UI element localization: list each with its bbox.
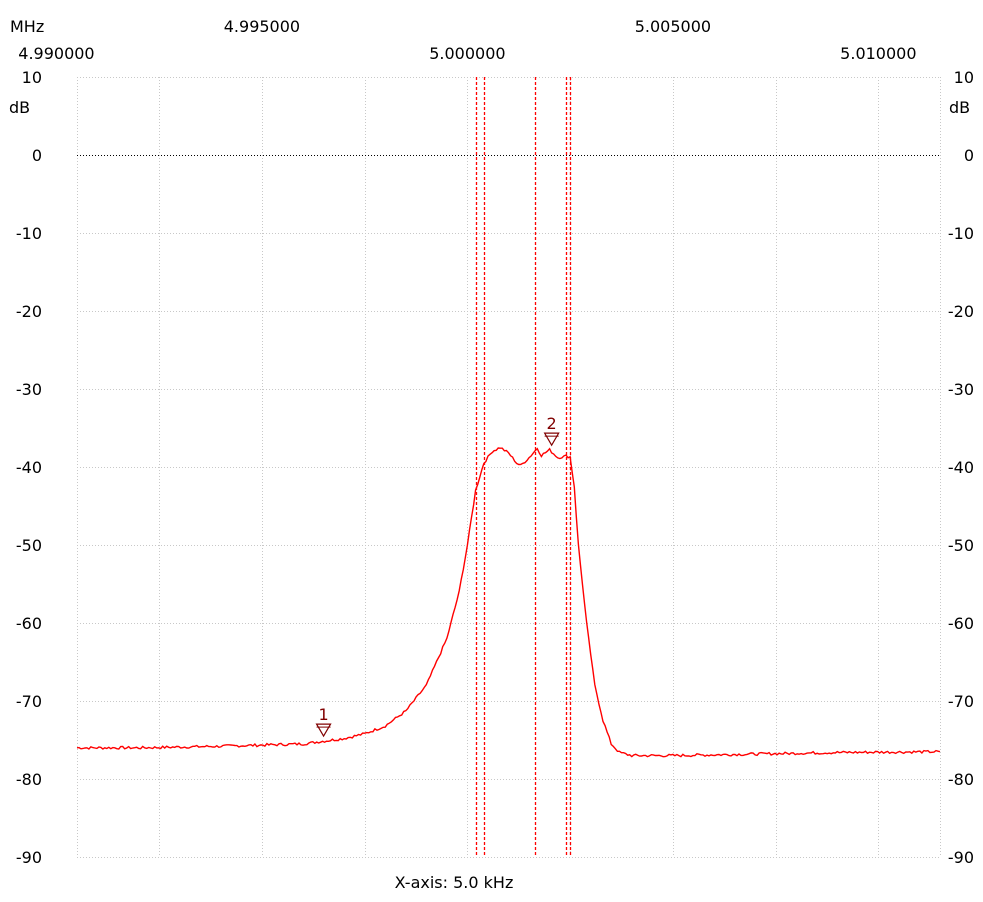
y-tick-label-left: -60: [16, 614, 42, 633]
y-tick-label-left: -50: [16, 536, 42, 555]
marker-1: 1: [315, 705, 332, 738]
x-tick-label-bottom: 5.010000: [840, 44, 916, 63]
marker-2: 2: [543, 414, 560, 447]
x-axis-ticks: 4.995000 5.005000 4.990000 5.000000 5.010000: [18, 17, 916, 63]
y-tick-label-right: -40: [948, 458, 974, 477]
series-group: [76, 447, 941, 758]
marker-label: 2: [547, 414, 557, 433]
y-tick-label-right: 10: [954, 68, 974, 87]
y-tick-label-right: -70: [948, 692, 974, 711]
grid: [77, 77, 941, 858]
y-tick-label-right: -20: [948, 302, 974, 321]
x-tick-label-bottom: 4.990000: [18, 44, 94, 63]
y-tick-label-left: -30: [16, 380, 42, 399]
y-tick-label-right: -80: [948, 770, 974, 789]
x-axis-label: X-axis: 5.0 kHz: [395, 873, 514, 892]
y-tick-label-left: -40: [16, 458, 42, 477]
marker-label: 1: [318, 705, 328, 724]
y-tick-label-right: -90: [948, 848, 974, 867]
y-tick-label-left: -70: [16, 692, 42, 711]
markers-group: 12: [315, 414, 560, 738]
marker-triangle-icon: [543, 432, 560, 447]
y-axis-right: 10 0 -10 -20 -30 -40 -50 -60 -70 -80 -90: [948, 68, 974, 867]
y-tick-label-left: 10: [22, 68, 42, 87]
x-unit-label: MHz: [10, 17, 44, 36]
cursor-lines: [475, 77, 572, 857]
y-tick-label-left: -90: [16, 848, 42, 867]
y-axis-left: 10 0 -10 -20 -30 -40 -50 -60 -70 -80 -90: [16, 68, 42, 867]
y-tick-label-left: 0: [32, 146, 42, 165]
y-tick-label-right: -60: [948, 614, 974, 633]
x-tick-label-bottom: 5.000000: [429, 44, 505, 63]
x-tick-label-top: 5.005000: [635, 17, 711, 36]
series-line: [76, 447, 941, 758]
y-tick-label-left: -20: [16, 302, 42, 321]
marker-triangle-icon: [315, 723, 332, 738]
y-tick-label-right: -50: [948, 536, 974, 555]
y-unit-label-right: dB: [949, 98, 970, 117]
y-tick-label-left: -10: [16, 224, 42, 243]
y-unit-label-left: dB: [9, 98, 30, 117]
x-tick-label-top: 4.995000: [224, 17, 300, 36]
y-tick-label-right: 0: [964, 146, 974, 165]
y-tick-label-left: -80: [16, 770, 42, 789]
y-tick-label-right: -30: [948, 380, 974, 399]
y-tick-label-right: -10: [948, 224, 974, 243]
unit-labels: MHz dB dB: [9, 17, 970, 117]
